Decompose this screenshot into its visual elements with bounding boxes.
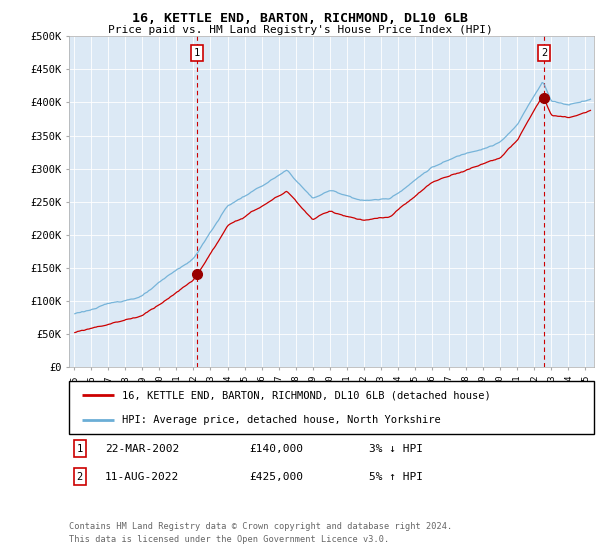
Text: 1: 1 — [194, 48, 200, 58]
Text: £425,000: £425,000 — [249, 472, 303, 482]
Text: £140,000: £140,000 — [249, 444, 303, 454]
Text: 2: 2 — [541, 48, 547, 58]
Text: This data is licensed under the Open Government Licence v3.0.: This data is licensed under the Open Gov… — [69, 535, 389, 544]
Text: HPI: Average price, detached house, North Yorkshire: HPI: Average price, detached house, Nort… — [121, 414, 440, 424]
Text: 3% ↓ HPI: 3% ↓ HPI — [369, 444, 423, 454]
Text: Price paid vs. HM Land Registry's House Price Index (HPI): Price paid vs. HM Land Registry's House … — [107, 25, 493, 35]
FancyBboxPatch shape — [69, 381, 594, 434]
Text: 16, KETTLE END, BARTON, RICHMOND, DL10 6LB: 16, KETTLE END, BARTON, RICHMOND, DL10 6… — [132, 12, 468, 25]
Text: 16, KETTLE END, BARTON, RICHMOND, DL10 6LB (detached house): 16, KETTLE END, BARTON, RICHMOND, DL10 6… — [121, 390, 490, 400]
Text: 1: 1 — [77, 444, 83, 454]
Text: 11-AUG-2022: 11-AUG-2022 — [105, 472, 179, 482]
Text: 2: 2 — [77, 472, 83, 482]
Text: Contains HM Land Registry data © Crown copyright and database right 2024.: Contains HM Land Registry data © Crown c… — [69, 522, 452, 531]
Text: 22-MAR-2002: 22-MAR-2002 — [105, 444, 179, 454]
Text: 5% ↑ HPI: 5% ↑ HPI — [369, 472, 423, 482]
